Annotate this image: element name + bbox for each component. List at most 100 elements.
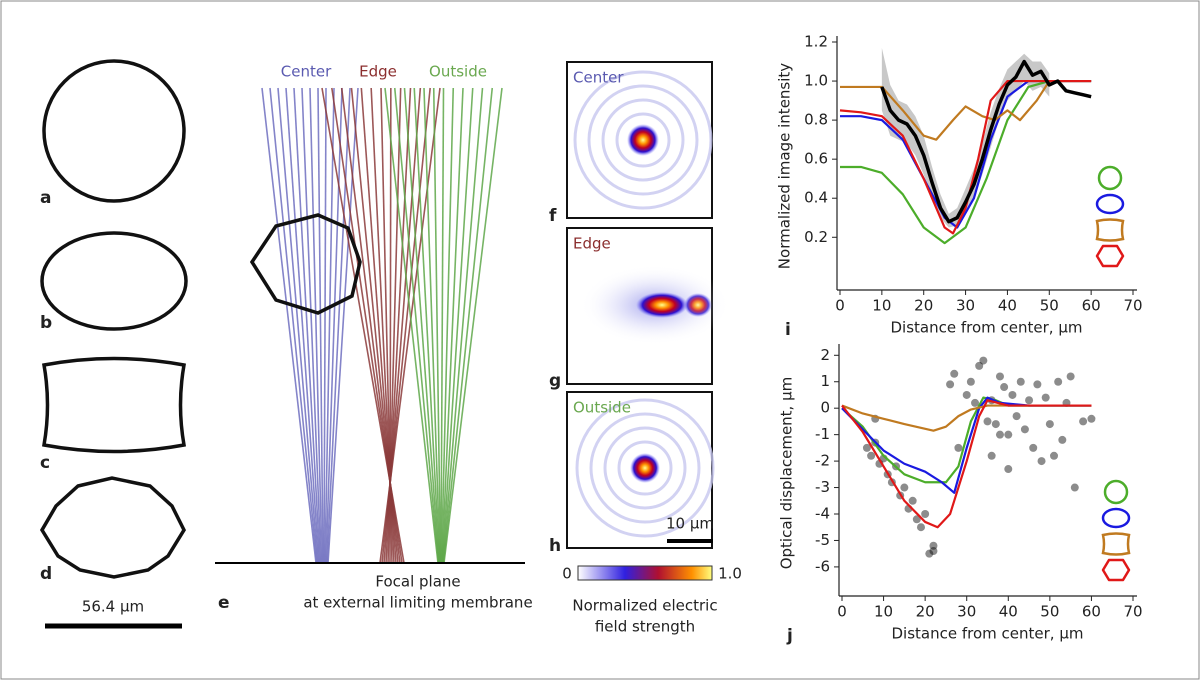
- x-tick-label: 40: [999, 603, 1018, 621]
- x-tick-label: 20: [916, 603, 935, 621]
- ray-label: Edge: [359, 63, 397, 81]
- legend-icon: [1103, 479, 1129, 505]
- series-line: [840, 79, 1092, 141]
- scale-label: 56.4 µm: [82, 598, 144, 616]
- psf-edge: [566, 227, 730, 385]
- x-tick-label: 30: [957, 603, 976, 621]
- scatter-point: [995, 430, 1004, 439]
- panel-letter: g: [549, 371, 561, 391]
- y-tick-label: 1.0: [804, 72, 828, 90]
- psf-center: [566, 61, 713, 219]
- x-tick-label: 60: [1082, 603, 1101, 621]
- series-line: [841, 404, 1092, 432]
- x-tick-label: 30: [956, 297, 975, 315]
- legend-icon: [1095, 193, 1125, 215]
- ray: [324, 87, 335, 564]
- scatter-point: [983, 417, 992, 426]
- scatter-point: [1004, 465, 1013, 474]
- scatter-point: [925, 549, 934, 558]
- scale-label: 10 µm: [666, 515, 714, 533]
- scatter-point: [966, 377, 975, 386]
- scatter-point: [916, 523, 925, 532]
- ray-label: Outside: [429, 63, 487, 81]
- ray: [327, 87, 359, 564]
- scatter-point: [908, 496, 917, 505]
- y-axis-label: Optical displacement, µm: [778, 377, 796, 570]
- panel-letter: i: [785, 320, 791, 340]
- series-line: [841, 396, 1092, 484]
- scatter-point: [1016, 377, 1025, 386]
- panel-letter: c: [40, 453, 50, 473]
- scatter-point: [1070, 483, 1079, 492]
- y-tick-label: 0.6: [804, 150, 828, 168]
- y-tick-label: 1: [820, 372, 830, 390]
- scatter-point: [1045, 420, 1054, 429]
- scatter-point: [975, 361, 984, 370]
- scatter-point: [929, 547, 938, 556]
- scatter-point: [1050, 451, 1059, 460]
- ray: [325, 87, 343, 564]
- panel-letter: b: [40, 313, 52, 333]
- scatter-point: [1037, 457, 1046, 466]
- scatter-point: [1008, 390, 1017, 399]
- x-tick-label: 10: [874, 603, 893, 621]
- psf-label: Center: [573, 69, 624, 87]
- scatter-point: [1066, 372, 1075, 381]
- scatter-point: [950, 369, 959, 378]
- scatter-point: [1020, 425, 1029, 434]
- legend-icon: [1101, 532, 1131, 556]
- y-tick-label: -1: [815, 425, 830, 443]
- shape-ellipse: [40, 231, 188, 331]
- error-band: [881, 47, 1050, 228]
- lens-shape: [249, 213, 362, 315]
- x-axis-label: Distance from center, µm: [892, 625, 1084, 643]
- ray: [440, 87, 455, 564]
- psf-label: Edge: [573, 235, 611, 253]
- colorbar-tick: 0: [562, 565, 572, 583]
- ray: [443, 87, 503, 564]
- ray: [261, 87, 317, 564]
- x-tick-label: 70: [1123, 603, 1142, 621]
- panel-letter: j: [786, 626, 793, 646]
- ray: [293, 87, 321, 564]
- panel-letter: h: [549, 536, 561, 556]
- scatter-point: [1033, 380, 1042, 389]
- scatter-point: [1029, 443, 1038, 452]
- scatter-point: [1025, 396, 1034, 405]
- ray: [442, 87, 484, 564]
- ray: [393, 87, 440, 564]
- scatter-point: [921, 510, 930, 518]
- panel-letter: e: [218, 593, 230, 613]
- ray: [384, 87, 439, 564]
- ray: [440, 87, 445, 564]
- y-axis-label: Normalized image intensity: [776, 63, 794, 269]
- scatter-point: [1087, 414, 1096, 423]
- x-tick-label: 70: [1123, 297, 1142, 315]
- x-tick-label: 20: [914, 297, 933, 315]
- y-tick-label: 0.8: [804, 111, 828, 129]
- scatter-point: [962, 390, 971, 399]
- scatter-point: [929, 541, 938, 550]
- x-tick-label: 10: [872, 297, 891, 315]
- ray: [309, 87, 323, 564]
- scatter-point: [900, 483, 909, 492]
- x-tick-label: 0: [837, 603, 847, 621]
- x-axis-label: Distance from center, µm: [891, 319, 1083, 337]
- x-tick-label: 40: [998, 297, 1017, 315]
- panel-letter: f: [549, 206, 557, 226]
- scatter-point: [979, 356, 988, 365]
- colorbar-title: field strength: [595, 618, 695, 636]
- legend-icon: [1095, 244, 1125, 268]
- ray: [301, 87, 322, 564]
- legend-icon: [1097, 165, 1123, 191]
- chart: 0 10 20 30 40 50 60 70 0.2 0.4 0.6 0.8 1.0 1.2 Distanc…: [776, 33, 1143, 341]
- ray: [441, 87, 474, 564]
- shape-barrel: [41, 356, 187, 454]
- ray: [326, 87, 351, 564]
- y-tick-label: 2: [820, 346, 830, 364]
- scatter-point: [1004, 430, 1013, 439]
- x-tick-label: 60: [1082, 297, 1101, 315]
- rays: [261, 87, 503, 564]
- series-line: [880, 59, 1092, 224]
